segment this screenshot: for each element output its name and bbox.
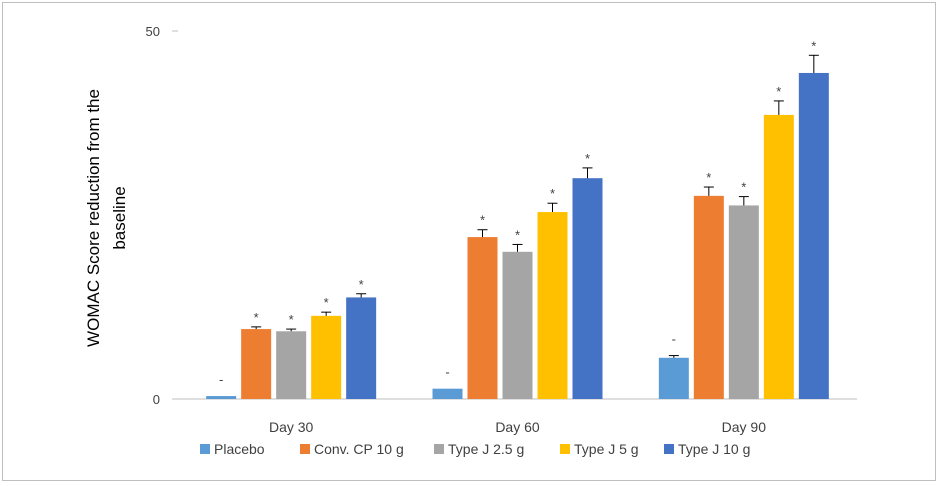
- legend-swatch: [434, 444, 444, 454]
- significance-mark: -: [672, 332, 676, 347]
- significance-mark: *: [706, 170, 711, 185]
- category-label: Day 60: [495, 419, 540, 435]
- legend-label: Type J 5 g: [574, 441, 639, 457]
- significance-mark: *: [585, 151, 590, 166]
- bar: [658, 357, 689, 399]
- significance-mark: *: [359, 277, 364, 292]
- bar: [467, 237, 498, 399]
- significance-mark: *: [776, 84, 781, 99]
- legend-label: Placebo: [214, 441, 265, 457]
- significance-mark: *: [289, 312, 294, 327]
- y-tick-label: 50: [146, 24, 160, 39]
- bar: [346, 297, 377, 399]
- bar: [763, 114, 794, 400]
- significance-mark: *: [515, 227, 520, 242]
- bar: [206, 396, 237, 399]
- significance-mark: *: [550, 186, 555, 201]
- bar: [537, 212, 568, 399]
- significance-mark: -: [445, 365, 449, 380]
- significance-mark: -: [219, 372, 223, 387]
- legend-label: Type J 10 g: [678, 441, 750, 457]
- bar: [798, 72, 829, 400]
- bar: [502, 251, 533, 399]
- bar: [311, 315, 342, 399]
- bars: Day 30 - * * * * Day 60 - * * * * Day 90 - * * * *: [206, 38, 829, 435]
- significance-mark: *: [811, 38, 816, 53]
- y-axis-label: WOMAC Score reduction from the: [84, 89, 103, 347]
- bar: [728, 205, 759, 399]
- legend-label: Conv. CP 10 g: [314, 441, 404, 457]
- legend-swatch: [560, 444, 570, 454]
- significance-mark: *: [254, 310, 259, 325]
- bar: [241, 329, 272, 399]
- significance-mark: *: [741, 180, 746, 195]
- legend-swatch: [300, 444, 310, 454]
- bar: [693, 195, 724, 399]
- significance-mark: *: [480, 213, 485, 228]
- y-axis-label-line-2: baseline: [110, 186, 129, 249]
- category-label: Day 90: [722, 419, 767, 435]
- legend-swatch: [200, 444, 210, 454]
- bar: [276, 331, 307, 399]
- significance-mark: *: [324, 295, 329, 310]
- legend: Placebo Conv. CP 10 g Type J 2.5 g Type J 5…: [200, 441, 750, 457]
- category-label: Day 30: [269, 419, 314, 435]
- bar: [572, 178, 603, 399]
- bar: [432, 388, 463, 399]
- legend-swatch: [664, 444, 674, 454]
- legend-label: Type J 2.5 g: [448, 441, 524, 457]
- y-tick-label: 0: [153, 392, 160, 407]
